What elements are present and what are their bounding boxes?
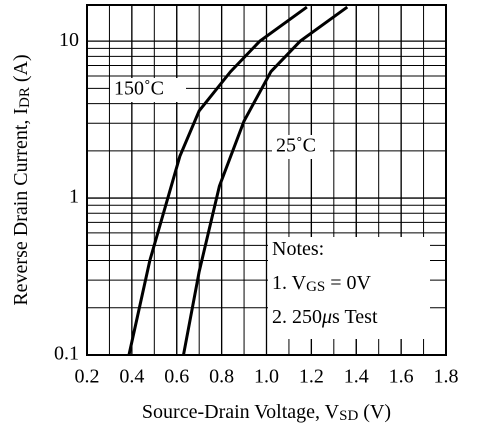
label-background [272, 135, 330, 159]
x-axis-label-part: Source-Drain Voltage, V [142, 401, 340, 423]
note-line: Notes: [272, 238, 324, 260]
y-tick-label: 1 [69, 186, 79, 208]
y-axis-label-part: (A) [10, 54, 32, 87]
x-tick-label: 1.8 [434, 366, 459, 388]
x-tick-label: 1.4 [344, 366, 369, 388]
note-line: 1. VGS = 0V [272, 272, 372, 296]
x-axis-label: Source-Drain Voltage, VSD (V) [142, 401, 391, 425]
y-axis-label: Reverse Drain Current, IDR (A) [10, 54, 34, 305]
x-tick-label: 1.2 [299, 366, 324, 388]
y-tick-label: 10 [59, 29, 79, 51]
note-line-part: Notes: [272, 238, 324, 260]
plot-frame [86, 4, 447, 356]
x-tick-label: 0.8 [209, 366, 234, 388]
x-tick-label: 1.0 [254, 366, 279, 388]
series-label: 25˚C [276, 135, 316, 157]
notes-background [268, 237, 430, 339]
note-line-part: GS [306, 279, 325, 295]
note-line-part: = 0V [325, 272, 371, 294]
data-line [182, 5, 349, 356]
note-line: 2. 250μs Test [272, 306, 378, 328]
y-tick-label: 0.1 [54, 343, 79, 365]
x-axis-label-part: SD [339, 408, 358, 424]
series-label: 150˚C [114, 78, 164, 100]
x-tick-label: 0.4 [119, 366, 144, 388]
data-line [127, 5, 308, 356]
y-axis-label-part: DR [17, 87, 33, 108]
note-line-part: μ [321, 306, 332, 328]
y-axis-label-part: Reverse Drain Current, I [10, 108, 32, 306]
x-axis-label-part: (V) [358, 401, 391, 423]
x-tick-label: 1.6 [389, 366, 414, 388]
note-line-part: 1. V [272, 272, 307, 294]
note-line-part: 2. 250 [272, 306, 322, 328]
label-background [110, 78, 186, 102]
x-tick-label: 0.2 [75, 366, 100, 388]
x-tick-label: 0.6 [164, 366, 189, 388]
note-line-part: s Test [332, 306, 378, 328]
